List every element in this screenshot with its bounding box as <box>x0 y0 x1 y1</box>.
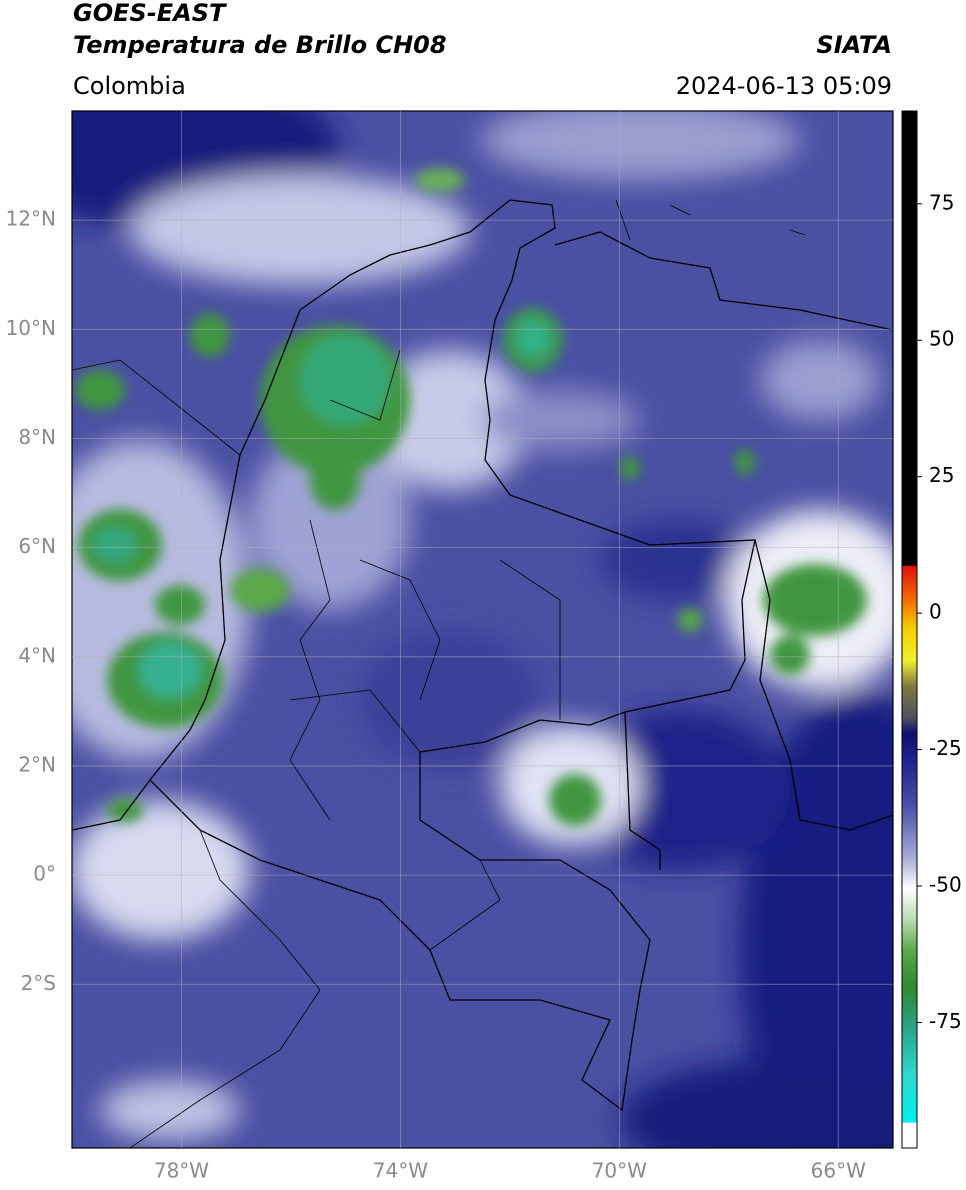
colorbar-tick-label: 0 <box>929 600 942 624</box>
lon-tick-label: 74°W <box>373 1159 428 1183</box>
map-frame <box>71 110 894 1149</box>
colorbar <box>901 110 918 1149</box>
lat-tick-label: 2°S <box>21 971 56 995</box>
lat-tick-label: 2°N <box>18 752 56 776</box>
lat-tick-label: 4°N <box>18 643 56 667</box>
region-label: Colombia <box>73 72 186 100</box>
colorbar-tick-label: 25 <box>929 463 954 487</box>
colorbar-tick-label: -25 <box>929 736 962 760</box>
satellite-title: GOES-EAST <box>73 0 227 27</box>
lat-tick-label: 0° <box>33 862 56 886</box>
satellite-image <box>72 111 893 1148</box>
lat-tick-label: 6°N <box>18 534 56 558</box>
lon-tick-label: 78°W <box>154 1159 209 1183</box>
lat-tick-label: 10°N <box>6 316 56 340</box>
lat-tick-label: 8°N <box>18 425 56 449</box>
colorbar-tick-label: -75 <box>929 1009 962 1033</box>
source-label: SIATA <box>816 31 892 59</box>
colorbar-tick-label: 75 <box>929 190 954 214</box>
product-title: Temperatura de Brillo CH08 <box>73 31 447 59</box>
lat-tick-label: 12°N <box>6 207 56 231</box>
colorbar-tick-label: -50 <box>929 873 962 897</box>
datetime-label: 2024-06-13 05:09 <box>676 72 892 100</box>
lon-tick-label: 70°W <box>592 1159 647 1183</box>
borders <box>72 199 893 1148</box>
colorbar-tick-label: 50 <box>929 327 954 351</box>
lon-tick-label: 66°W <box>811 1159 866 1183</box>
